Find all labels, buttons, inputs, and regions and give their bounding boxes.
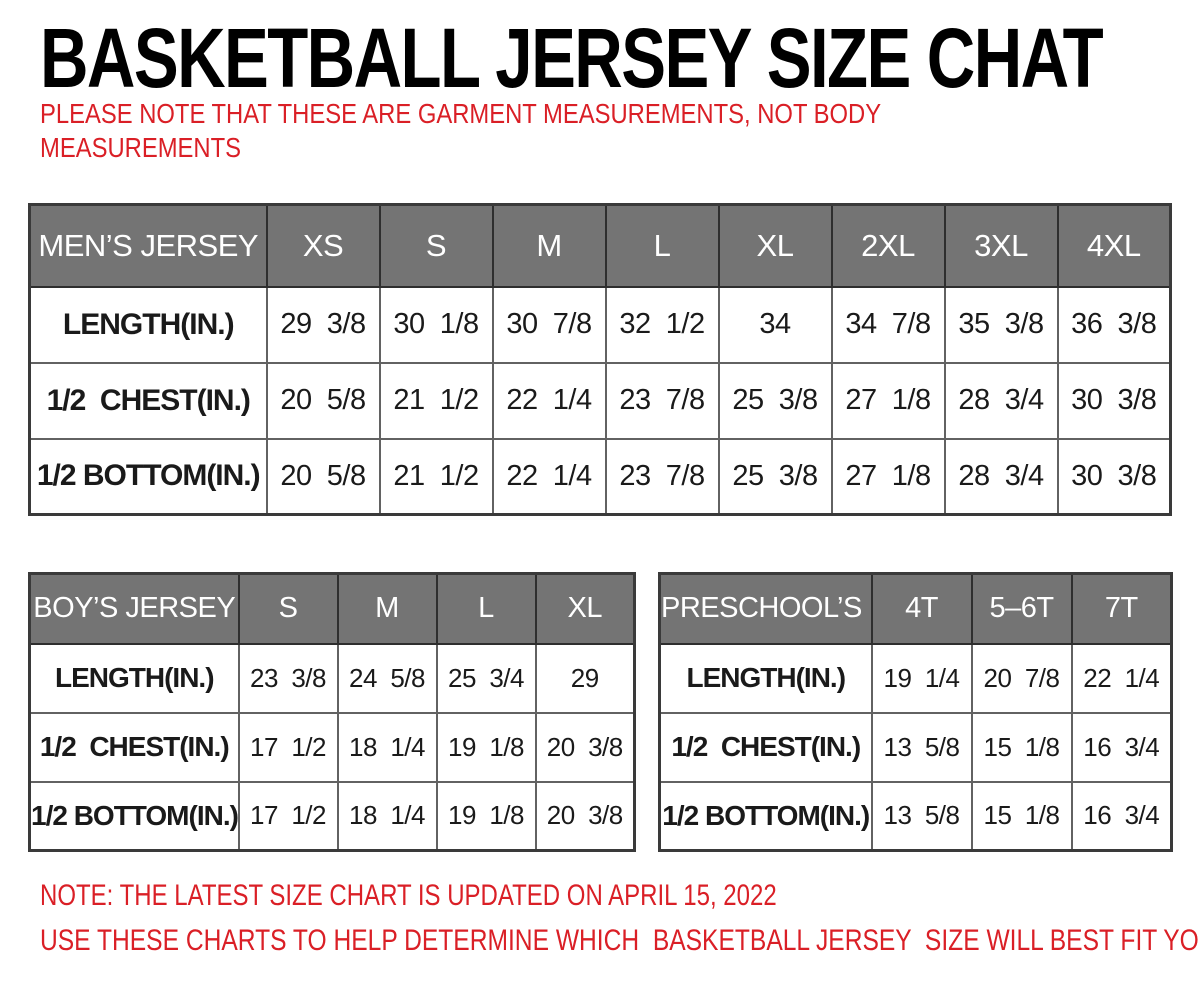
boys-half-chest-row: 1/2 CHEST(IN.) 17 1/2 18 1/4 19 1/8 20 3… (28, 711, 636, 783)
row-label: 1/2 CHEST(IN.) (28, 361, 268, 440)
size-value-cell: 32 1/2 (604, 285, 720, 364)
row-label: 1/2 CHEST(IN.) (28, 711, 240, 783)
size-value-cell: 15 1/8 (970, 711, 1073, 783)
size-value-cell: 18 1/4 (336, 711, 438, 783)
size-value-cell: 30 3/8 (1056, 361, 1172, 440)
mens-jersey-table: MEN’S JERSEY XS S M L XL 2XL 3XL 4XL LEN… (28, 203, 1172, 516)
usage-note: USE THESE CHARTS TO HELP DETERMINE WHICH… (40, 924, 1200, 957)
size-value-cell: 28 3/4 (943, 361, 1059, 440)
size-value-cell: 17 1/2 (237, 711, 339, 783)
size-value-cell: 19 1/4 (870, 642, 973, 714)
mens-half-bottom-row: 1/2 BOTTOM(IN.) 20 5/8 21 1/2 22 1/4 23 … (28, 437, 1172, 516)
size-col-header: 4XL (1056, 203, 1172, 288)
size-value-cell: 16 3/4 (1070, 711, 1173, 783)
size-value-cell: 23 7/8 (604, 437, 720, 516)
size-value-cell: 19 1/8 (435, 780, 537, 852)
size-value-cell: 20 5/8 (265, 361, 381, 440)
size-col-header: L (435, 572, 537, 645)
preschools-length-row: LENGTH(IN.) 19 1/4 20 7/8 22 1/4 (658, 642, 1173, 714)
row-label: LENGTH(IN.) (28, 642, 240, 714)
preschools-header-row: PRESCHOOL’S JERSEY 4T 5–6T 7T (658, 572, 1173, 645)
size-value-cell: 15 1/8 (970, 780, 1073, 852)
size-col-header: 2XL (830, 203, 946, 288)
row-label: 1/2 CHEST(IN.) (658, 711, 873, 783)
size-col-header: 4T (870, 572, 973, 645)
preschools-corner-label: PRESCHOOL’S JERSEY (658, 572, 873, 645)
page-title: BASKETBALL JERSEY SIZE CHAT (40, 11, 1104, 105)
size-col-header: S (378, 203, 494, 288)
size-value-cell: 20 3/8 (534, 780, 636, 852)
boys-corner-label: BOY’S JERSEY (28, 572, 240, 645)
size-value-cell: 20 5/8 (265, 437, 381, 516)
size-value-cell: 24 5/8 (336, 642, 438, 714)
update-date-note: NOTE: THE LATEST SIZE CHART IS UPDATED O… (40, 879, 777, 912)
size-value-cell: 36 3/8 (1056, 285, 1172, 364)
garment-measurement-note: PLEASE NOTE THAT THESE ARE GARMENT MEASU… (40, 97, 881, 165)
size-value-cell: 21 1/2 (378, 437, 494, 516)
boys-jersey-table: BOY’S JERSEY S M L XL LENGTH(IN.) 23 3/8… (28, 572, 636, 852)
size-col-header: M (491, 203, 607, 288)
size-value-cell: 30 3/8 (1056, 437, 1172, 516)
size-value-cell: 20 3/8 (534, 711, 636, 783)
size-value-cell: 23 7/8 (604, 361, 720, 440)
size-col-header: XL (717, 203, 833, 288)
size-value-cell: 19 1/8 (435, 711, 537, 783)
size-value-cell: 21 1/2 (378, 361, 494, 440)
garment-measurement-note-line1: PLEASE NOTE THAT THESE ARE GARMENT MEASU… (40, 98, 882, 129)
size-value-cell: 17 1/2 (237, 780, 339, 852)
mens-half-chest-row: 1/2 CHEST(IN.) 20 5/8 21 1/2 22 1/4 23 7… (28, 361, 1172, 440)
size-value-cell: 25 3/8 (717, 437, 833, 516)
size-value-cell: 13 5/8 (870, 780, 973, 852)
preschools-jersey-table: PRESCHOOL’S JERSEY 4T 5–6T 7T LENGTH(IN.… (658, 572, 1173, 852)
size-value-cell: 30 1/8 (378, 285, 494, 364)
garment-measurement-note-line2: MEASUREMENTS (40, 132, 241, 163)
size-value-cell: 30 7/8 (491, 285, 607, 364)
mens-length-row: LENGTH(IN.) 29 3/8 30 1/8 30 7/8 32 1/2 … (28, 285, 1172, 364)
size-value-cell: 25 3/8 (717, 361, 833, 440)
size-col-header: 5–6T (970, 572, 1073, 645)
size-value-cell: 28 3/4 (943, 437, 1059, 516)
size-col-header: L (604, 203, 720, 288)
size-col-header: M (336, 572, 438, 645)
row-label: 1/2 BOTTOM(IN.) (28, 780, 240, 852)
size-value-cell: 13 5/8 (870, 711, 973, 783)
size-value-cell: 18 1/4 (336, 780, 438, 852)
row-label: LENGTH(IN.) (28, 285, 268, 364)
size-value-cell: 16 3/4 (1070, 780, 1173, 852)
size-col-header: 3XL (943, 203, 1059, 288)
row-label: LENGTH(IN.) (658, 642, 873, 714)
boys-header-row: BOY’S JERSEY S M L XL (28, 572, 636, 645)
size-value-cell: 22 1/4 (491, 361, 607, 440)
size-col-header: XL (534, 572, 636, 645)
size-value-cell: 22 1/4 (1070, 642, 1173, 714)
size-col-header: XS (265, 203, 381, 288)
row-label: 1/2 BOTTOM(IN.) (658, 780, 873, 852)
size-value-cell: 34 7/8 (830, 285, 946, 364)
size-value-cell: 29 3/8 (265, 285, 381, 364)
size-col-header: 7T (1070, 572, 1173, 645)
preschools-half-chest-row: 1/2 CHEST(IN.) 13 5/8 15 1/8 16 3/4 (658, 711, 1173, 783)
size-value-cell: 34 (717, 285, 833, 364)
size-value-cell: 22 1/4 (491, 437, 607, 516)
size-value-cell: 27 1/8 (830, 361, 946, 440)
size-value-cell: 20 7/8 (970, 642, 1073, 714)
size-col-header: S (237, 572, 339, 645)
preschools-half-bottom-row: 1/2 BOTTOM(IN.) 13 5/8 15 1/8 16 3/4 (658, 780, 1173, 852)
row-label: 1/2 BOTTOM(IN.) (28, 437, 268, 516)
size-value-cell: 29 (534, 642, 636, 714)
size-value-cell: 23 3/8 (237, 642, 339, 714)
size-value-cell: 35 3/8 (943, 285, 1059, 364)
mens-corner-label: MEN’S JERSEY (28, 203, 268, 288)
boys-length-row: LENGTH(IN.) 23 3/8 24 5/8 25 3/4 29 (28, 642, 636, 714)
size-value-cell: 25 3/4 (435, 642, 537, 714)
mens-header-row: MEN’S JERSEY XS S M L XL 2XL 3XL 4XL (28, 203, 1172, 288)
boys-half-bottom-row: 1/2 BOTTOM(IN.) 17 1/2 18 1/4 19 1/8 20 … (28, 780, 636, 852)
size-value-cell: 27 1/8 (830, 437, 946, 516)
